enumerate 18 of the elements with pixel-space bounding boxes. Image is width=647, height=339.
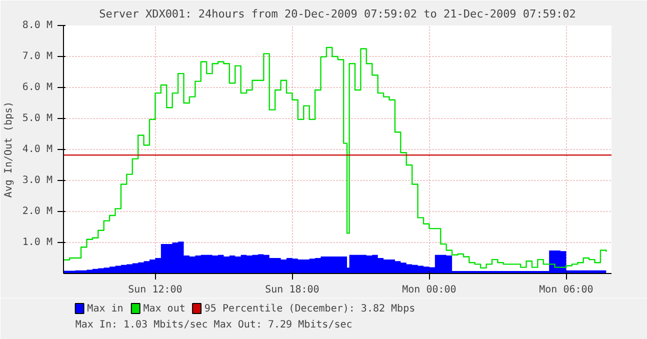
y-tick-label: 6.0 M xyxy=(22,82,53,93)
y-tick-label: 1.0 M xyxy=(22,237,53,248)
text: Max In: 1.03 Mbits/sec Max Out: 7.29 Mbits/sec xyxy=(75,320,352,330)
y-tick-label: 2.0 M xyxy=(22,206,53,217)
x-tick-label: Sun 12:00 xyxy=(128,284,182,296)
y-tick-label: 3.0 M xyxy=(22,175,53,186)
chart-title: Server XDX001: 24hours from 20-Dec-2009 07:59:02 to 21-Dec-2009 07:59:02 xyxy=(99,8,576,20)
x-tick-label: Mon 06:00 xyxy=(539,284,594,296)
y-axis-title: Avg In/Out (bps) xyxy=(3,101,14,198)
y-tick-label: 8.0 M xyxy=(22,20,53,31)
y-tick-label: 4.0 M xyxy=(22,144,53,155)
x-tick-label: Mon 00:00 xyxy=(402,284,456,296)
x-tick-label: Sun 18:00 xyxy=(265,284,320,296)
y-tick-label: 5.0 M xyxy=(22,113,53,124)
legend-label: 95 Percentile (December): 3.82 Mbps xyxy=(204,304,416,314)
legend-label: Max in xyxy=(87,304,124,314)
legend-label: Max out xyxy=(143,304,186,314)
y-tick-label: 7.0 M xyxy=(22,51,53,62)
